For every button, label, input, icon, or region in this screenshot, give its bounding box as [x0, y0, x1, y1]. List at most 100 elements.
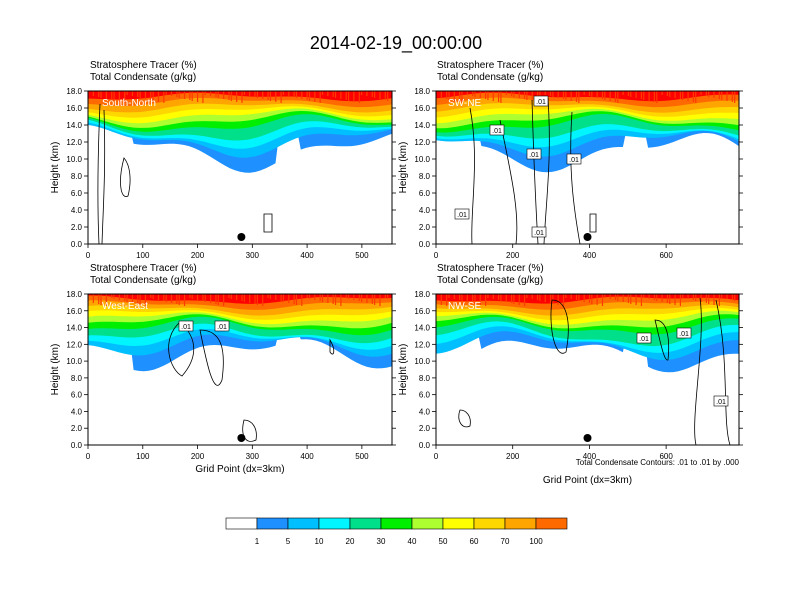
- y-tick-label: 18.0: [414, 290, 430, 299]
- x-tick-label: 200: [191, 251, 205, 260]
- contour-annotation: Total Condensate Contours: .01 to .01 by…: [576, 458, 740, 467]
- y-tick-label: 12.0: [66, 340, 82, 349]
- colorbar-swatch: [504, 517, 537, 530]
- x-tick-label: 300: [246, 251, 260, 260]
- contour-line: [654, 319, 670, 361]
- x-tick-label: 500: [355, 251, 369, 260]
- y-tick-label: 10.0: [66, 155, 82, 164]
- contour-label: .01: [454, 208, 470, 220]
- tracer-band: [436, 91, 739, 102]
- y-tick-label: 8.0: [419, 172, 431, 181]
- panel-west-east: Stratosphere Tracer (%)Total Condensate …: [50, 263, 396, 475]
- y-tick-label: 6.0: [71, 189, 83, 198]
- condensate-contours: [168, 321, 335, 442]
- y-tick-label: 6.0: [71, 391, 83, 400]
- x-tick-label: 0: [434, 452, 439, 461]
- contour-label: .01: [566, 153, 582, 165]
- contour-line: [329, 338, 335, 355]
- y-tick-label: 4.0: [419, 206, 431, 215]
- condensate-contours: [458, 297, 731, 445]
- location-marker: [583, 233, 592, 241]
- colorbar-swatch: [535, 517, 568, 530]
- y-tick-label: 18.0: [414, 87, 430, 96]
- contour-line: [715, 299, 731, 445]
- contour-label: .01: [178, 320, 194, 332]
- x-tick-label: 100: [136, 452, 150, 461]
- y-tick-label: 10.0: [66, 357, 82, 366]
- figure-title: 2014-02-19_00:00:00: [310, 33, 482, 54]
- colorbar-swatch: [442, 517, 475, 530]
- contour-label: .01: [489, 124, 505, 136]
- panel-label: West-East: [102, 301, 148, 312]
- location-marker: [237, 434, 246, 442]
- plot-frame: [435, 90, 740, 245]
- svg-text:.01: .01: [217, 324, 227, 331]
- x-axis-label: Grid Point (dx=3km): [543, 475, 632, 486]
- y-tick-label: 2.0: [419, 223, 431, 232]
- svg-text:.01: .01: [181, 324, 191, 331]
- tracer-field: [88, 91, 392, 173]
- contour-line: [499, 119, 518, 244]
- colorbar: 1 5 10 20 30 40 50 60 70 100: [225, 517, 568, 546]
- x-tick-label: 0: [86, 251, 91, 260]
- colorbar-label: 70: [501, 537, 510, 546]
- x-tick-label: 200: [191, 452, 205, 461]
- x-tick-label: 300: [246, 452, 260, 461]
- y-tick-label: 8.0: [71, 374, 83, 383]
- y-tick-label: 2.0: [71, 223, 83, 232]
- panel-label: NW-SE: [448, 301, 481, 312]
- y-tick-label: 12.0: [414, 138, 430, 147]
- svg-text:.01: .01: [569, 157, 579, 164]
- contour-label: .01: [533, 95, 549, 107]
- condensate-contours: [97, 103, 273, 244]
- contour-label: .01: [676, 327, 692, 339]
- contour-line: [469, 107, 475, 244]
- panel-subtitle-condensate: Total Condensate (g/kg): [437, 72, 543, 83]
- colorbar-swatch: [473, 517, 506, 530]
- y-tick-label: 0.0: [419, 240, 431, 249]
- y-tick-label: 4.0: [71, 407, 83, 416]
- y-tick-label: 18.0: [66, 87, 82, 96]
- contour-label: .01: [531, 226, 547, 238]
- plot-frame: [87, 293, 393, 446]
- contour-line: [97, 103, 101, 244]
- contour-line: [120, 157, 131, 197]
- svg-text:.01: .01: [679, 331, 689, 338]
- y-tick-label: 16.0: [66, 307, 82, 316]
- contour-label: .01: [636, 332, 652, 344]
- y-axis-label: Height (km): [398, 142, 409, 194]
- y-tick-label: 14.0: [66, 324, 82, 333]
- colorbar-swatch: [349, 517, 382, 530]
- contour-label: .01: [526, 148, 542, 160]
- y-tick-label: 0.0: [71, 240, 83, 249]
- location-marker: [237, 233, 246, 241]
- y-axis-label: Height (km): [50, 344, 61, 396]
- panel-subtitle-tracer: Stratosphere Tracer (%): [90, 60, 197, 71]
- svg-text:.01: .01: [716, 399, 726, 406]
- colorbar-label: 40: [408, 537, 417, 546]
- svg-text:.01: .01: [492, 128, 502, 135]
- x-tick-label: 0: [86, 452, 91, 461]
- y-tick-label: 16.0: [66, 104, 82, 113]
- plot-frame: [87, 90, 393, 245]
- y-tick-label: 4.0: [419, 407, 431, 416]
- x-tick-label: 600: [659, 251, 673, 260]
- y-tick-label: 8.0: [419, 374, 431, 383]
- y-axis-label: Height (km): [398, 344, 409, 396]
- y-tick-label: 0.0: [71, 441, 83, 450]
- x-tick-label: 500: [355, 452, 369, 461]
- y-tick-label: 12.0: [66, 138, 82, 147]
- panel-south-north: Stratosphere Tracer (%)Total Condensate …: [50, 60, 396, 260]
- panel-subtitle-condensate: Total Condensate (g/kg): [90, 275, 196, 286]
- contour-line: [694, 297, 702, 445]
- x-axis-label: Grid Point (dx=3km): [195, 464, 284, 475]
- y-tick-label: 6.0: [419, 391, 431, 400]
- panel-label: South-North: [102, 98, 156, 109]
- panel-subtitle-tracer: Stratosphere Tracer (%): [437, 263, 544, 274]
- contour-line: [589, 213, 597, 233]
- panel-subtitle-condensate: Total Condensate (g/kg): [437, 275, 543, 286]
- colorbar-label: 100: [529, 537, 543, 546]
- contour-line: [101, 109, 106, 244]
- colorbar-swatch: [380, 517, 413, 530]
